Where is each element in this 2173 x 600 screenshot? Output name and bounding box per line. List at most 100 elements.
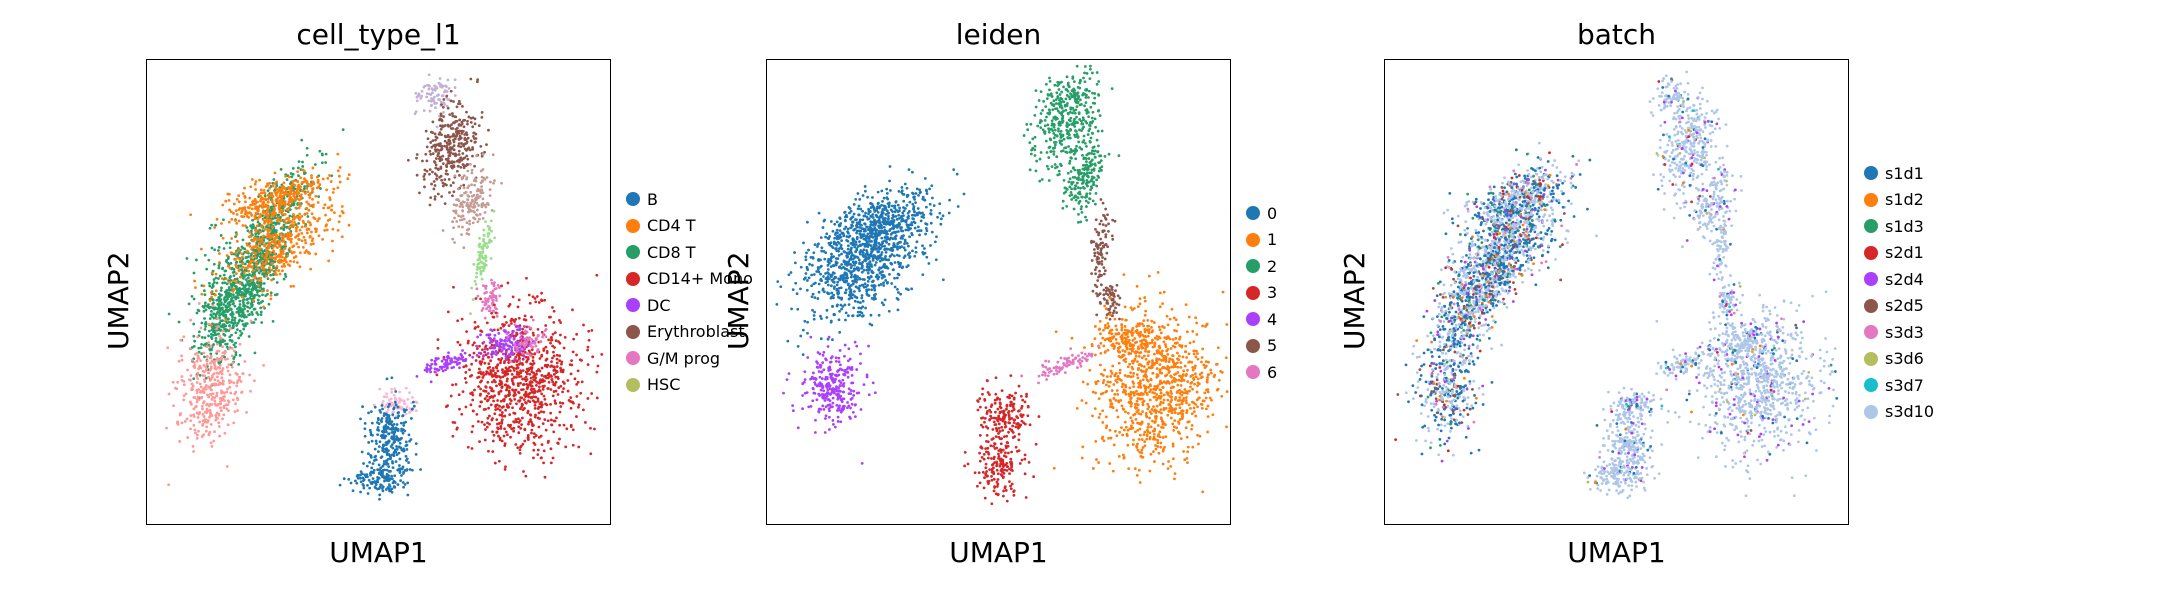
data-point [259,279,263,283]
data-point [240,252,244,256]
data-point [253,215,257,219]
data-point [513,323,517,327]
data-point [204,308,208,312]
data-point [387,414,391,417]
data-point [518,350,522,353]
data-point [424,152,428,156]
data-point [239,268,243,272]
data-point [266,215,270,219]
data-point [381,433,385,437]
data-point [340,205,344,208]
data-point [402,472,405,475]
data-point [562,387,565,390]
data-point [399,479,402,482]
data-point [521,342,525,346]
data-point [288,233,292,237]
data-point [470,194,474,198]
data-point [262,305,265,309]
data-point [506,344,510,348]
data-point [216,325,220,328]
data-point [455,134,458,138]
data-point [259,276,263,280]
data-point [246,290,249,294]
data-point [248,313,252,316]
data-point [425,92,429,96]
data-point [484,302,488,306]
data-point [216,416,219,420]
data-point [432,180,436,183]
data-point [297,206,301,210]
data-point [496,407,500,411]
data-point [260,242,264,246]
data-point [513,357,517,361]
data-point [219,325,223,328]
data-point [219,234,223,237]
data-point [462,166,466,170]
data-point [273,171,277,175]
data-point [390,387,394,391]
data-point [212,343,216,346]
data-point [279,219,283,223]
data-point [471,393,475,397]
data-point [248,273,251,276]
data-point [363,422,367,425]
data-point [253,275,257,279]
data-point [452,148,456,152]
data-point [423,84,427,88]
data-point [905,265,909,269]
data-point [541,335,544,339]
data-point [446,362,449,366]
data-point [448,191,451,194]
data-point [231,361,235,365]
data-point [176,380,180,384]
data-point [546,419,550,423]
data-point [546,387,550,391]
legend-marker [626,271,640,286]
data-point [558,341,562,345]
data-point [224,318,228,322]
data-point [235,198,239,201]
data-point [225,241,228,245]
data-point [256,220,260,224]
data-point [207,375,210,379]
data-point [368,460,372,464]
data-point [376,468,379,472]
data-point [521,369,525,373]
data-point [377,476,381,480]
data-point [504,430,508,434]
data-point [258,178,262,182]
data-point [473,327,477,330]
data-point [861,299,865,303]
data-point [941,278,945,282]
data-point [289,238,292,242]
data-point [204,368,208,372]
data-point [807,248,810,252]
data-point [386,462,390,466]
data-point [263,194,267,198]
data-point [440,118,444,122]
data-point [491,300,495,304]
data-point [483,361,487,365]
data-point [246,305,249,309]
data-point [368,486,372,490]
data-point [304,192,307,195]
data-point [499,424,503,428]
data-point [253,255,257,259]
data-point [238,258,242,262]
data-point [434,157,438,160]
data-point [840,252,843,256]
data-point [284,258,287,262]
data-point [544,327,548,331]
data-point [517,347,521,351]
data-point [283,212,287,216]
data-point [510,332,514,336]
data-point [196,412,200,415]
data-point [384,475,388,479]
data-point [359,480,363,484]
data-point [330,204,334,208]
data-point [261,191,265,195]
data-point [528,413,532,417]
data-point [408,411,411,414]
data-point [254,180,258,184]
data-point [247,283,251,287]
